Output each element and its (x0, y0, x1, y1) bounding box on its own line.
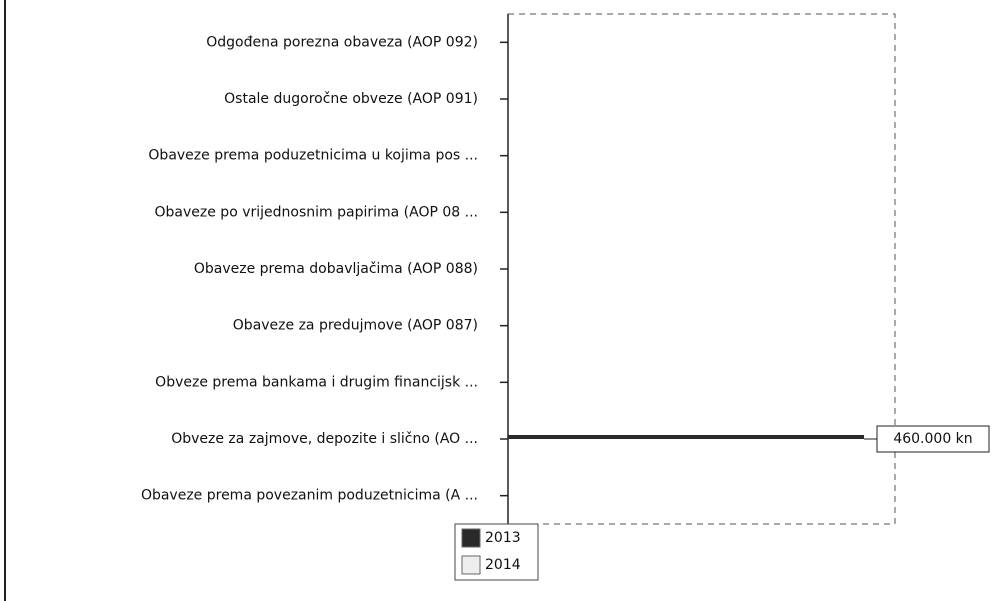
plot-area (507, 13, 896, 525)
legend-label: 2014 (485, 557, 521, 573)
y-tick-label: Obaveze prema povezanim poduzetnicima (A… (141, 488, 478, 504)
bar (508, 435, 865, 439)
y-tick-label: Obveze prema bankama i drugim financijsk… (155, 374, 478, 390)
legend-label: 2013 (485, 530, 521, 546)
data-label: 460.000 kn (893, 431, 972, 447)
label-box (876, 425, 990, 453)
legend-swatch (461, 555, 481, 575)
y-tick-label: Ostale dugoročne obveze (AOP 091) (224, 91, 478, 107)
y-tick-label: Obaveze po vrijednosnim papirima (AOP 08… (155, 204, 478, 220)
y-tick-label: Odgođena porezna obaveza (AOP 092) (206, 34, 478, 50)
y-tick-label: Obaveze prema dobavljačima (AOP 088) (194, 261, 478, 277)
y-tick-label: Obaveze prema poduzetnicima u kojima pos… (148, 148, 478, 164)
y-tick-label: Obaveze za predujmove (AOP 087) (233, 318, 478, 334)
y-tick-label: Obveze za zajmove, depozite i slično (AO… (171, 431, 478, 447)
legend-swatch (461, 528, 481, 548)
